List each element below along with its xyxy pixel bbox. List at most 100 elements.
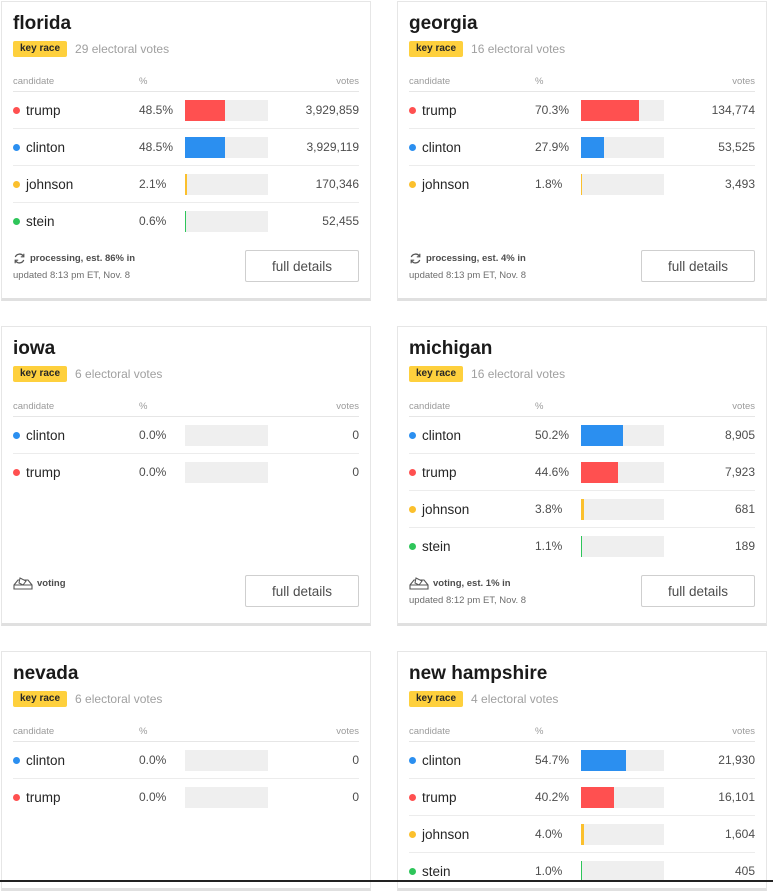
trump-color-dot [409,793,416,801]
vote-count: 0 [352,753,359,767]
candidate-row: clinton 50.2% 8,905 [409,417,755,454]
candidate-label: johnson [422,826,470,842]
candidate-row: stein 1.1% 189 [409,528,755,564]
candidate-column-header: candidate [409,725,451,737]
trump-color-dot [409,468,416,476]
vote-percent: 70.3% [535,103,570,117]
status-text: voting [37,578,66,589]
vote-count: 7,923 [724,465,755,479]
full-details-button[interactable]: full details [245,250,359,282]
vote-share-fill [581,749,627,771]
vote-share-bar [185,461,268,483]
divider [0,880,773,882]
refresh-icon [410,253,421,264]
trump-color-dot [13,106,20,114]
clinton-color-dot [13,431,20,439]
race-meta: key race 16 electoral votes [409,363,755,385]
status-text: processing, est. 86% in [30,253,136,264]
state-name: florida [13,13,72,34]
key-race-badge: key race [13,41,68,57]
reporting-status: voting [13,577,66,590]
candidate-label: johnson [422,501,470,517]
candidate-row: trump 0.0% 0 [13,779,359,815]
candidate-label: clinton [422,752,462,768]
clinton-color-dot [409,143,416,151]
state-name: iowa [13,338,56,359]
key-race-badge: key race [13,366,68,382]
vote-share-fill [185,136,226,158]
candidate-column-header: candidate [13,400,55,412]
candidate-label: trump [422,464,457,480]
candidate-column-header: candidate [409,75,451,87]
candidate-row: trump 48.5% 3,929,859 [13,92,359,129]
vote-percent: 54.7% [535,753,570,767]
candidate-column-header: candidate [13,75,55,87]
vote-share-bar [581,424,664,446]
vote-count: 8,905 [724,428,755,442]
candidate-row: johnson 4.0% 1,604 [409,816,755,853]
results-table-header: candidate% votes [409,74,755,92]
card-body: florida key race 29 electoral votes candida… [2,13,370,239]
vote-percent: 50.2% [535,428,570,442]
candidate-name: stein [409,864,535,879]
race-card-michigan: michigan key race 16 electoral votes candid… [397,326,767,626]
vote-share-bar [581,461,664,483]
trump-color-dot [13,468,20,476]
vote-percent: 3.8% [535,502,563,516]
candidate-label: trump [422,789,457,805]
vote-share-bar [185,173,268,195]
johnson-color-dot [409,180,416,188]
electoral-votes: 6 electoral votes [75,367,163,381]
candidate-label: trump [422,102,457,118]
clinton-color-dot [13,756,20,764]
results-table-header: candidate% votes [409,399,755,417]
refresh-icon [14,253,25,264]
vote-share-bar [185,136,268,158]
candidate-name: clinton [13,140,139,155]
vote-share-bar [185,749,268,771]
candidate-name: johnson [409,827,535,842]
status-text: voting, est. 1% in [433,578,511,589]
card-body: new hampshire key race 4 electoral votes ca… [398,663,766,889]
ballot-icon [13,577,33,590]
full-details-button[interactable]: full details [641,575,755,607]
candidate-label: johnson [422,176,470,192]
vote-count: 189 [734,539,755,553]
vote-share-fill [581,535,582,557]
candidate-label: stein [422,538,451,554]
candidate-name: clinton [409,428,535,443]
candidate-row: trump 44.6% 7,923 [409,454,755,491]
vote-count: 3,929,859 [305,103,359,117]
card-footer: processing, est. 86% in updated 8:13 pm E… [13,250,359,286]
vote-share-bar [185,99,268,121]
vote-share-bar [185,424,268,446]
key-race-badge: key race [13,691,68,707]
vote-share-bar [581,498,664,520]
candidate-label: clinton [26,139,66,155]
candidate-row: clinton 0.0% 0 [13,742,359,779]
reporting-status: voting, est. 1% in [409,577,511,590]
candidate-name: trump [409,465,535,480]
candidate-name: johnson [13,177,139,192]
candidate-name: stein [409,539,535,554]
card-footer: processing, est. 4% in updated 8:13 pm ET… [409,250,755,286]
vote-count: 681 [734,502,755,516]
vote-count: 170,346 [315,177,359,191]
electoral-votes: 29 electoral votes [75,42,170,56]
candidate-label: trump [26,102,61,118]
vote-percent: 1.8% [535,177,563,191]
johnson-color-dot [409,830,416,838]
card-footer: voting full details [13,575,359,611]
candidate-label: clinton [26,752,66,768]
card-body: michigan key race 16 electoral votes candid… [398,338,766,564]
candidate-name: trump [13,790,139,805]
candidate-name: clinton [409,140,535,155]
candidate-name: johnson [409,177,535,192]
full-details-button[interactable]: full details [245,575,359,607]
state-name: new hampshire [409,663,548,684]
candidate-label: stein [26,213,55,229]
full-details-button[interactable]: full details [641,250,755,282]
candidate-label: trump [26,789,61,805]
vote-percent: 0.0% [139,753,167,767]
vote-count: 0 [352,465,359,479]
